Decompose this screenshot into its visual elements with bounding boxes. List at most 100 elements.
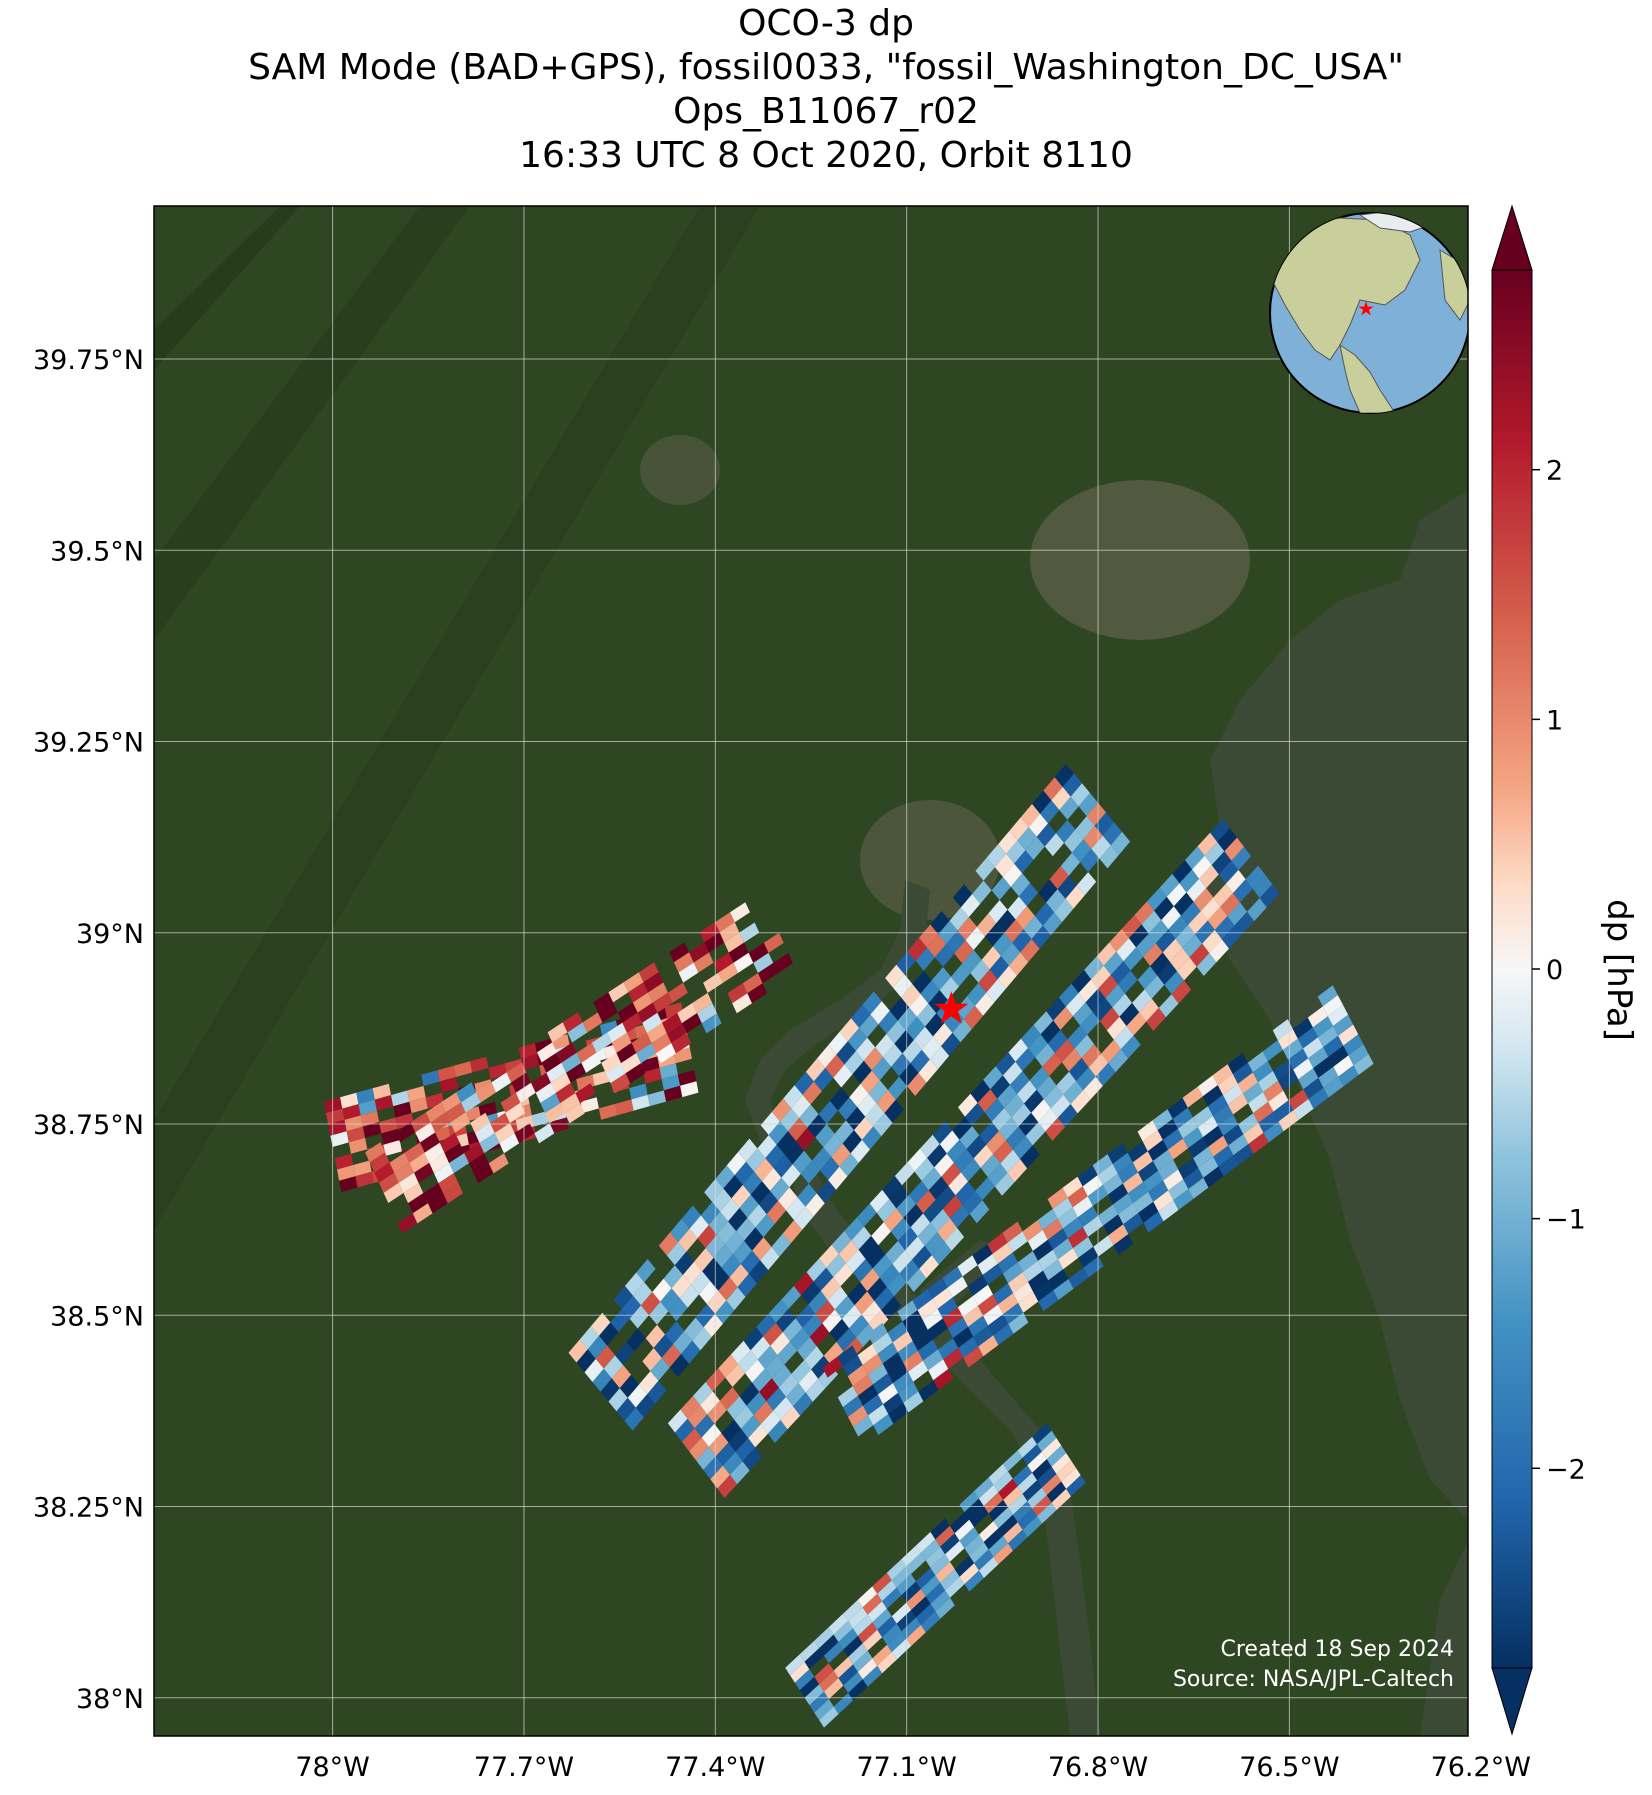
dp-cell: [914, 1157, 935, 1181]
dp-cell: [746, 1391, 767, 1415]
dp-cell: [575, 1083, 596, 1104]
dp-cell: [421, 1070, 440, 1086]
dp-cell: [625, 1063, 646, 1084]
dp-cell: [844, 1217, 865, 1241]
dp-cell: [1033, 1280, 1054, 1302]
dp-cell: [683, 1261, 703, 1285]
dp-cell: [998, 1514, 1018, 1536]
dp-cell: [1040, 1020, 1061, 1044]
dp-cell: [534, 1123, 555, 1144]
dp-cell: [550, 1117, 569, 1134]
dp-cell: [1117, 1162, 1138, 1184]
dp-cell: [925, 1013, 945, 1037]
dp-cell: [946, 1139, 967, 1163]
dp-cell: [811, 1355, 831, 1379]
dp-cell: [814, 1627, 834, 1649]
dp-cell: [993, 1140, 1013, 1164]
dp-cell: [862, 1126, 882, 1150]
dp-cell: [1091, 965, 1111, 989]
dp-cell: [473, 1163, 494, 1184]
dp-cell: [1023, 1260, 1044, 1282]
dp-cell: [1020, 939, 1040, 963]
dp-cell: [461, 1092, 481, 1113]
dp-cell: [478, 1101, 498, 1118]
dp-cell: [398, 1172, 419, 1193]
dp-cell: [476, 1082, 496, 1103]
dp-cell: [862, 1353, 883, 1375]
dp-cell: [646, 1022, 667, 1044]
dp-cell: [735, 1438, 756, 1462]
dp-cell: [768, 1121, 788, 1145]
dp-cell: [942, 1195, 963, 1219]
dp-cell: [1146, 1007, 1166, 1031]
dp-cell: [883, 1392, 904, 1414]
dp-cell: [917, 1339, 939, 1361]
dp-cell: [1258, 1071, 1279, 1092]
dp-cell: [1175, 924, 1196, 948]
dp-cell: [907, 1072, 927, 1096]
dp-cell: [826, 1254, 846, 1278]
dp-cell: [1159, 873, 1180, 897]
dp-cell: [1081, 1044, 1102, 1068]
data-cells: [323, 763, 1374, 1728]
dp-cell: [794, 1669, 815, 1691]
dp-cell: [862, 991, 882, 1015]
dp-cell: [428, 1193, 448, 1214]
dp-cell: [1028, 813, 1049, 837]
dp-cell: [1098, 974, 1118, 998]
dp-cell: [1002, 1221, 1023, 1243]
dp-cell: [1051, 786, 1071, 810]
dp-cell: [1185, 846, 1205, 870]
dp-cell: [997, 1084, 1017, 1108]
dp-cell: [365, 1142, 385, 1163]
dp-cell: [813, 1068, 834, 1092]
dp-cell: [986, 1131, 1006, 1154]
dp-cell: [785, 1654, 805, 1676]
dp-cell: [1017, 1251, 1038, 1272]
dp-cell: [425, 1102, 446, 1123]
dp-cell: [998, 1478, 1018, 1500]
dp-cell: [1067, 1025, 1088, 1049]
dp-cell: [765, 1144, 785, 1168]
dp-cell: [1288, 1048, 1309, 1070]
dp-cell: [362, 1122, 382, 1138]
dp-cell: [868, 1080, 888, 1104]
dp-cell: [952, 884, 973, 908]
dp-cell: [875, 1033, 895, 1058]
dp-cell: [601, 1052, 622, 1074]
dp-cell: [342, 1104, 361, 1120]
dp-cell: [379, 1117, 398, 1134]
dp-cell: [737, 1273, 757, 1297]
dp-cell: [885, 964, 905, 988]
dp-cell: [1333, 1014, 1354, 1036]
dp-cell: [584, 1358, 604, 1382]
dp-cell: [894, 1162, 915, 1186]
dp-cell: [1022, 1516, 1042, 1538]
dp-cell: [809, 1691, 829, 1713]
dp-cell: [758, 963, 778, 984]
dp-cell: [1303, 1077, 1324, 1099]
dp-cell: [1017, 1472, 1038, 1494]
dp-cell: [734, 1161, 755, 1185]
dp-cell: [1018, 1291, 1039, 1313]
dp-cell: [1038, 1290, 1059, 1312]
dp-cell: [1017, 1080, 1037, 1104]
dp-cell: [972, 1244, 993, 1266]
dp-cell: [1037, 1208, 1058, 1230]
dp-cell: [546, 1062, 567, 1083]
dp-cell: [888, 1402, 909, 1424]
dp-cell: [1036, 1076, 1057, 1100]
dp-cell: [990, 1075, 1010, 1099]
dp-cell: [957, 1255, 978, 1277]
dp-cell: [1008, 1493, 1028, 1515]
dp-cell: [996, 909, 1016, 933]
dp-cell: [720, 1198, 740, 1222]
dp-cell: [716, 1221, 737, 1245]
dp-cell: [667, 1409, 688, 1433]
dp-cell: [621, 1053, 641, 1074]
dp-cell: [916, 1531, 936, 1553]
dp-cell: [792, 1150, 813, 1174]
dp-cell: [872, 1373, 893, 1395]
dp-cell: [853, 1650, 873, 1672]
dp-cell: [819, 1706, 839, 1728]
